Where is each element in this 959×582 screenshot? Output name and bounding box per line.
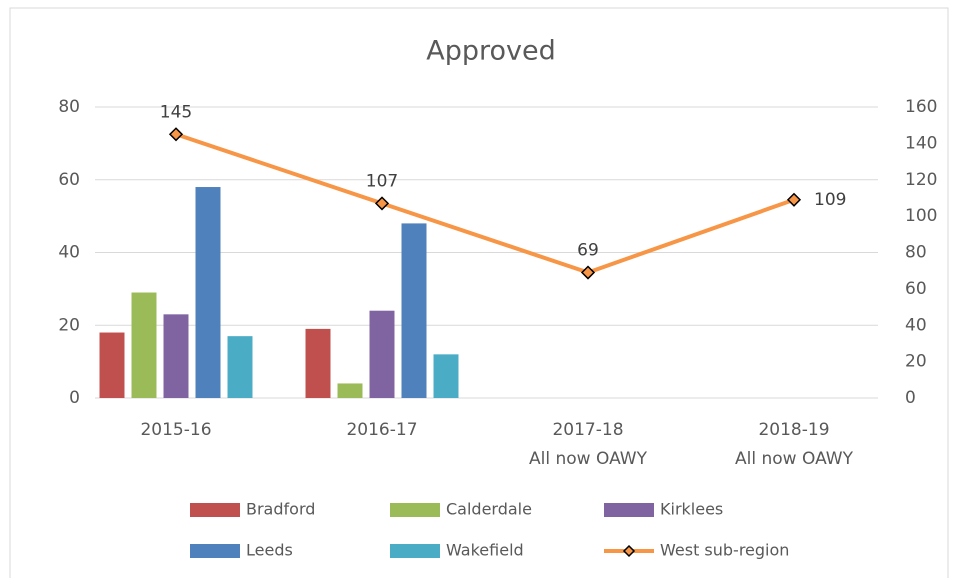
legend-label: Leeds (246, 541, 293, 560)
x-tick-label: 2017-18 (552, 420, 623, 440)
x-tick-label: 2016-17 (346, 420, 417, 440)
data-label: 109 (814, 190, 846, 210)
bar (131, 292, 157, 398)
y2-tick-label: 160 (905, 97, 937, 117)
bar (163, 314, 189, 398)
line (175, 132, 795, 275)
chart-border (9, 7, 949, 582)
data-label: 69 (577, 241, 599, 261)
x-tick-label: 2018-19 (758, 420, 829, 440)
legend-swatch (390, 544, 440, 558)
legend-label: Kirklees (660, 500, 723, 519)
data-label: 145 (160, 102, 192, 122)
bar (401, 223, 427, 398)
y-tick-label: 60 (58, 170, 80, 190)
legend-label: Bradford (246, 500, 315, 519)
y-tick-label: 0 (69, 388, 80, 408)
y2-tick-label: 80 (905, 243, 927, 263)
x-tick-label: All now OAWY (735, 449, 854, 469)
legend-label: West sub-region (660, 541, 789, 560)
bar (433, 354, 459, 398)
bar (369, 310, 395, 398)
legend-label: Calderdale (446, 500, 532, 519)
y2-tick-label: 120 (905, 170, 937, 190)
y2-tick-label: 100 (905, 206, 937, 226)
y2-tick-label: 60 (905, 279, 927, 299)
chart-title: Approved (426, 36, 556, 67)
bar (305, 328, 331, 398)
x-tick-label: All now OAWY (529, 449, 648, 469)
y2-tick-label: 0 (905, 388, 916, 408)
line-marker (580, 265, 596, 280)
legend-swatch (604, 503, 654, 517)
legend-marker (622, 544, 636, 558)
y-tick-label: 20 (58, 315, 80, 335)
y-tick-label: 80 (58, 97, 80, 117)
bar (195, 187, 221, 398)
legend-label: Wakefield (446, 541, 524, 560)
legend-swatch (390, 503, 440, 517)
bar (99, 332, 125, 398)
y2-tick-label: 40 (905, 315, 927, 335)
bar (227, 336, 253, 398)
line-marker (374, 196, 390, 211)
legend-swatch (190, 544, 240, 558)
legend-swatch (190, 503, 240, 517)
y-tick-label: 40 (58, 243, 80, 263)
data-label: 107 (366, 171, 398, 191)
y2-tick-label: 140 (905, 133, 937, 153)
line-marker (786, 192, 802, 207)
y2-tick-label: 20 (905, 352, 927, 372)
line-marker (168, 127, 184, 142)
bar (337, 383, 363, 398)
x-tick-label: 2015-16 (140, 420, 211, 440)
